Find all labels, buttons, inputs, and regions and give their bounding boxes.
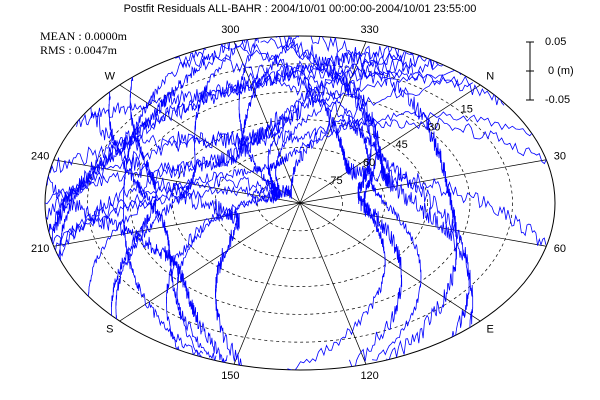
residual-track bbox=[166, 50, 413, 353]
residual-track bbox=[237, 36, 547, 247]
azimuth-label: W bbox=[105, 70, 116, 82]
azimuth-label: S bbox=[106, 323, 113, 335]
residual-track bbox=[108, 90, 217, 362]
azimuth-label: 120 bbox=[360, 370, 378, 382]
elevation-label: 60 bbox=[363, 157, 375, 169]
elevation-label: 30 bbox=[428, 121, 440, 133]
residual-track bbox=[52, 36, 277, 247]
azimuth-spoke bbox=[233, 202, 301, 365]
residual-track bbox=[46, 174, 228, 365]
azimuth-spoke bbox=[299, 202, 547, 247]
scale-label: 0 (m) bbox=[548, 65, 574, 77]
residual-track bbox=[54, 75, 474, 254]
elevation-ring bbox=[87, 63, 513, 343]
azimuth-label: N bbox=[486, 70, 494, 82]
residual-track bbox=[45, 36, 301, 205]
azimuth-spoke bbox=[299, 41, 367, 204]
residual-track bbox=[278, 36, 474, 335]
residual-track bbox=[260, 37, 386, 370]
azimuth-label: 150 bbox=[221, 370, 239, 382]
azimuth-spoke bbox=[299, 84, 481, 204]
azimuth-label: 210 bbox=[31, 243, 49, 255]
elevation-label: 15 bbox=[461, 103, 473, 115]
elevation-label: 75 bbox=[330, 175, 342, 187]
azimuth-spoke bbox=[299, 202, 481, 322]
residual-track bbox=[45, 117, 548, 221]
azimuth-label: 330 bbox=[360, 24, 378, 36]
chart-title: Postfit Residuals ALL-BAHR : 2004/10/01 … bbox=[124, 3, 477, 15]
residual-track bbox=[88, 111, 534, 297]
elevation-label: 45 bbox=[396, 139, 408, 151]
azimuth-label: 30 bbox=[554, 151, 566, 163]
scale-label: 0.05 bbox=[545, 36, 566, 48]
residual-track bbox=[176, 69, 462, 356]
residual-track bbox=[168, 53, 470, 340]
azimuth-spoke bbox=[119, 202, 301, 322]
azimuth-spoke bbox=[119, 84, 301, 204]
mean-stat: MEAN : 0.0000m bbox=[40, 29, 128, 43]
elevation-ring bbox=[257, 174, 343, 232]
residual-track bbox=[76, 44, 400, 127]
azimuth-label: 300 bbox=[221, 24, 239, 36]
azimuth-spoke bbox=[299, 159, 547, 204]
scale-label: -0.05 bbox=[545, 94, 570, 106]
azimuth-label: 60 bbox=[554, 243, 566, 255]
residual-track bbox=[122, 47, 207, 360]
residual-track bbox=[272, 36, 403, 370]
residual-track bbox=[310, 36, 458, 363]
azimuth-spoke bbox=[53, 159, 301, 204]
residual-track bbox=[59, 65, 505, 264]
azimuth-label: E bbox=[487, 323, 494, 335]
residual-track bbox=[218, 41, 422, 361]
azimuth-spoke bbox=[299, 202, 367, 365]
elevation-ring bbox=[172, 119, 428, 287]
azimuth-spoke bbox=[53, 202, 301, 247]
residual-track bbox=[90, 105, 243, 369]
azimuth-label: 240 bbox=[31, 151, 49, 163]
scale-bar bbox=[526, 41, 534, 101]
rms-stat: RMS : 0.0047m bbox=[40, 43, 118, 57]
